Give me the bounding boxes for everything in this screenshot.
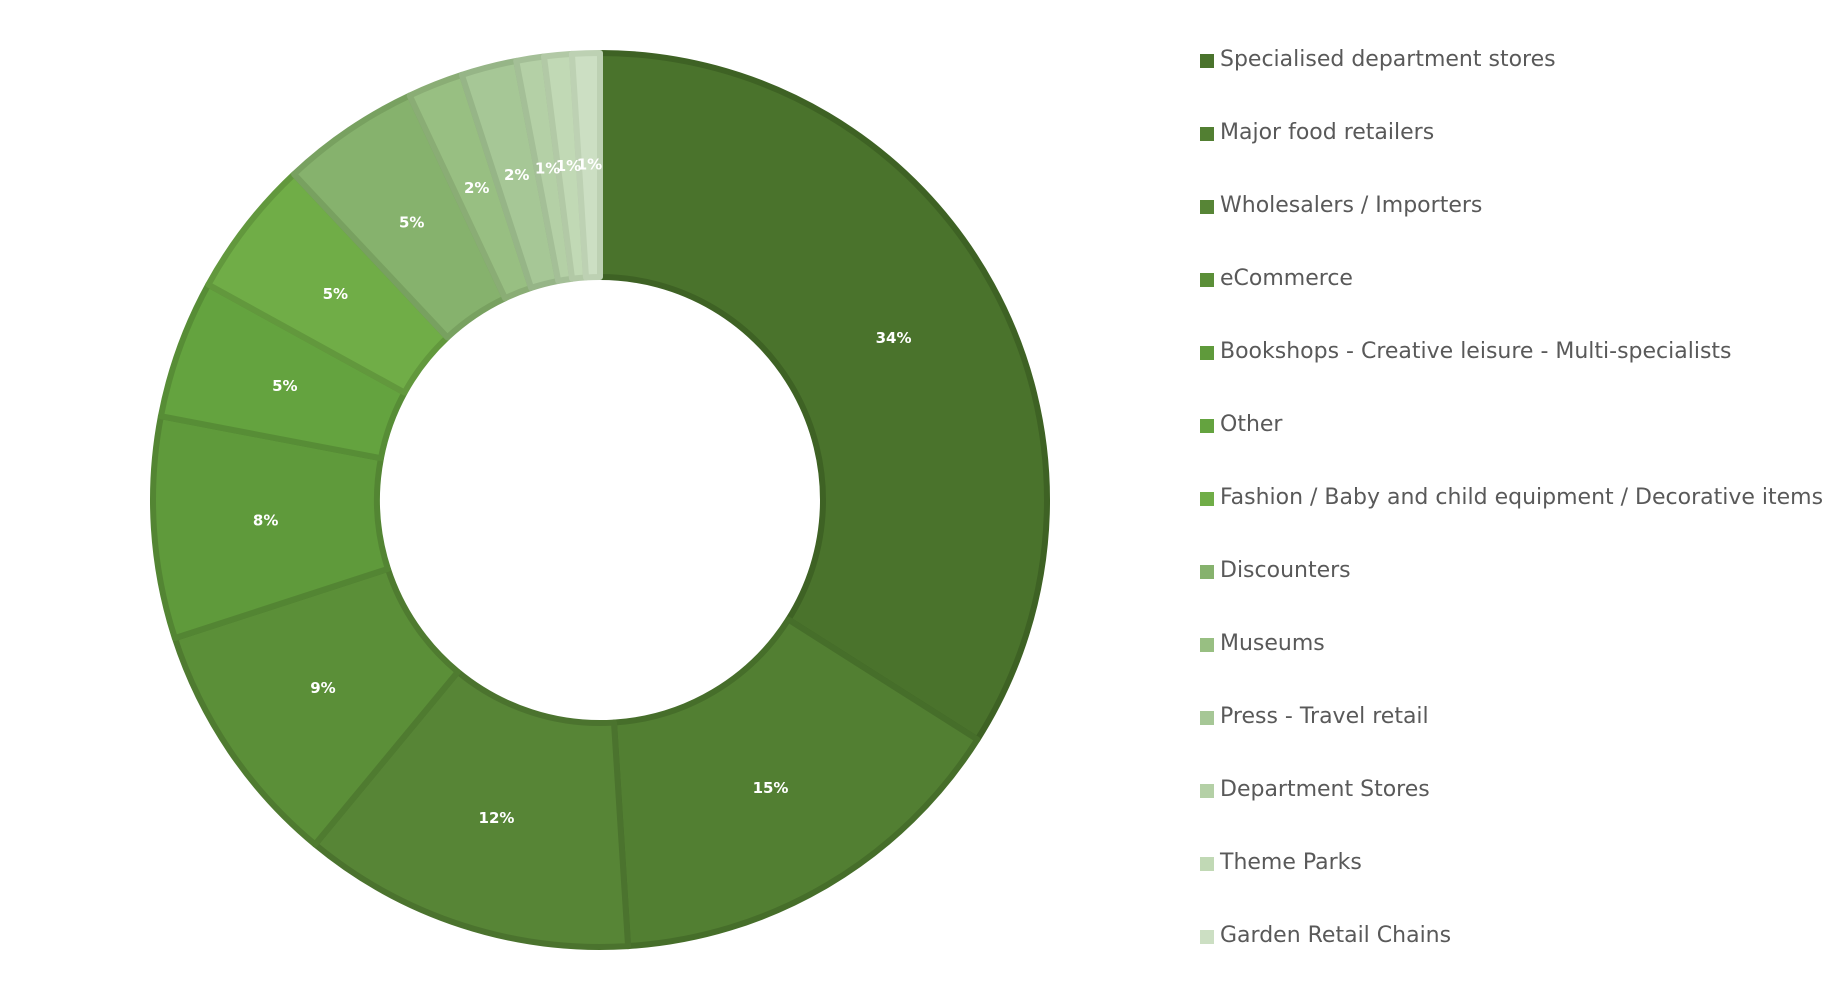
legend-item: Garden Retail Chains — [1200, 916, 1823, 989]
data-label: 15% — [753, 779, 789, 797]
legend-swatch — [1200, 273, 1214, 287]
legend-label: Bookshops - Creative leisure - Multi-spe… — [1220, 339, 1732, 364]
data-label: 12% — [479, 809, 515, 827]
donut-slice — [611, 616, 981, 950]
data-label: 5% — [323, 285, 348, 303]
legend-swatch — [1200, 346, 1214, 360]
donut-data-labels: 34%15%12%9%8%5%5%5%2%2% 1%1%1% — [253, 156, 912, 827]
donut-slice — [568, 50, 603, 281]
legend-item: Wholesalers / Importers — [1200, 186, 1823, 259]
legend-swatch — [1200, 930, 1214, 944]
legend-swatch — [1200, 711, 1214, 725]
legend-item: Fashion / Baby and child equipment / Dec… — [1200, 478, 1823, 551]
data-label: 2% — [504, 166, 529, 184]
data-label: 1% — [556, 157, 581, 175]
legend-label: Wholesalers / Importers — [1220, 193, 1483, 218]
legend-item: Theme Parks — [1200, 843, 1823, 916]
chart-legend: Specialised department stores Major food … — [1200, 40, 1823, 989]
legend-item: Discounters — [1200, 551, 1823, 624]
legend-label: Press - Travel retail — [1220, 704, 1429, 729]
legend-label: Major food retailers — [1220, 120, 1435, 145]
legend-item: Department Stores — [1200, 770, 1823, 843]
legend-item: Museums — [1200, 624, 1823, 697]
legend-swatch — [1200, 857, 1214, 871]
legend-label: Fashion / Baby and child equipment / Dec… — [1220, 485, 1824, 510]
legend-item: Bookshops - Creative leisure - Multi-spe… — [1200, 332, 1823, 405]
legend-swatch — [1200, 419, 1214, 433]
legend-item: Press - Travel retail — [1200, 697, 1823, 770]
legend-swatch — [1200, 127, 1214, 141]
data-label: 1% — [577, 156, 602, 174]
legend-item: eCommerce — [1200, 259, 1823, 332]
data-label: 8% — [253, 512, 278, 530]
legend-swatch — [1200, 54, 1214, 68]
donut-slice — [312, 668, 632, 950]
legend-label: Department Stores — [1220, 777, 1430, 802]
legend-item: Major food retailers — [1200, 113, 1823, 186]
legend-label: Museums — [1220, 631, 1325, 656]
legend-swatch — [1200, 492, 1214, 506]
legend-swatch — [1200, 565, 1214, 579]
data-label: 34% — [876, 329, 912, 347]
legend-label: Specialised department stores — [1220, 47, 1556, 72]
data-label: 5% — [399, 213, 424, 231]
data-label: 1% — [535, 160, 560, 178]
legend-item: Other — [1200, 405, 1823, 478]
data-label: 2% — [464, 179, 489, 197]
legend-label: Other — [1220, 412, 1283, 437]
donut-slice — [597, 50, 1050, 743]
legend-label: Discounters — [1220, 558, 1351, 583]
data-label: 5% — [272, 377, 297, 395]
legend-swatch — [1200, 200, 1214, 214]
legend-label: Theme Parks — [1220, 850, 1362, 875]
donut-slices — [150, 50, 1050, 950]
data-label: 9% — [310, 679, 335, 697]
legend-item: Specialised department stores — [1200, 40, 1823, 113]
legend-swatch — [1200, 784, 1214, 798]
legend-label: Garden Retail Chains — [1220, 923, 1452, 948]
legend-label: eCommerce — [1220, 266, 1353, 291]
legend-swatch — [1200, 638, 1214, 652]
